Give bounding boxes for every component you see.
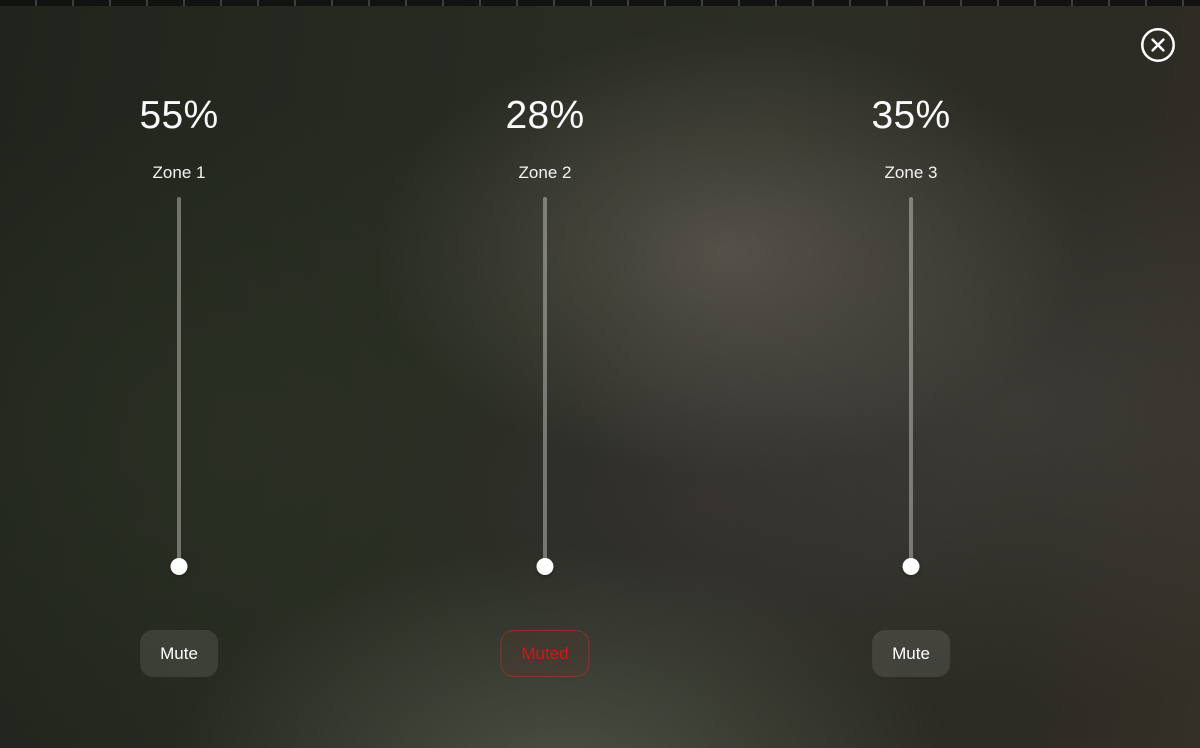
zone-name-label: Zone 2	[518, 163, 572, 182]
slider-track[interactable]	[543, 197, 547, 568]
slider-track[interactable]	[177, 197, 181, 568]
mute-button[interactable]: Mute	[872, 630, 950, 677]
slider-track[interactable]	[909, 197, 913, 568]
zone-volume-slider[interactable]	[901, 197, 921, 585]
zone-column: 55% Zone 1 Mute	[59, 6, 299, 748]
zone-column: 28% Zone 2 Muted	[425, 6, 665, 748]
zone-volume-slider[interactable]	[535, 197, 555, 585]
zone-volume-percent: 55%	[139, 94, 219, 137]
zone-volume-slider[interactable]	[169, 197, 189, 585]
mute-button[interactable]: Mute	[140, 630, 218, 677]
zone-volume-percent: 28%	[505, 94, 585, 137]
mute-button[interactable]: Muted	[500, 630, 590, 677]
zone-name-label: Zone 1	[152, 163, 206, 182]
close-icon	[1141, 28, 1175, 62]
close-button[interactable]	[1140, 27, 1176, 63]
zone-volume-percent: 35%	[871, 94, 951, 137]
zone-column: 35% Zone 3 Mute	[791, 6, 1031, 748]
window-tab-strip	[0, 0, 1200, 6]
slider-thumb[interactable]	[170, 558, 188, 575]
zone-name-label: Zone 3	[884, 163, 938, 182]
zone-volume-panel: 55% Zone 1 Mute 28% Zone 2 Muted 35% Zon…	[0, 6, 1200, 748]
slider-thumb[interactable]	[536, 558, 554, 575]
slider-thumb[interactable]	[902, 558, 920, 575]
